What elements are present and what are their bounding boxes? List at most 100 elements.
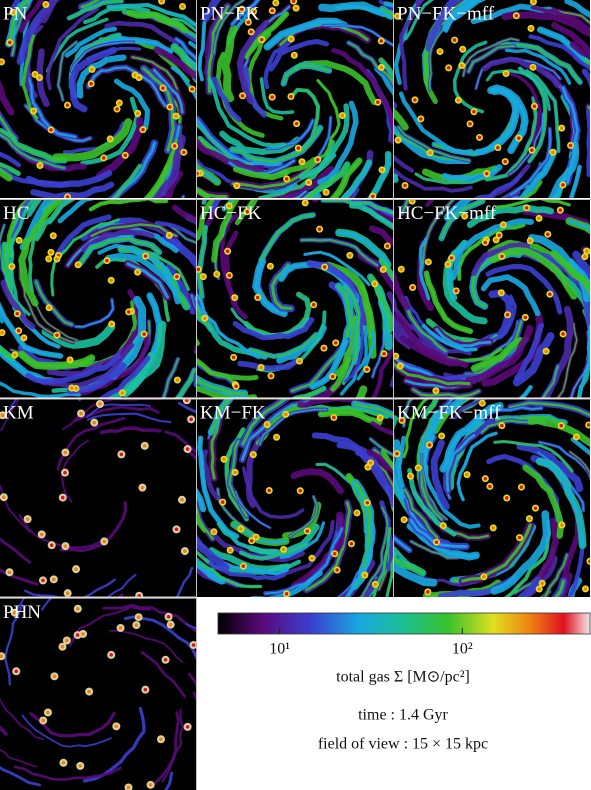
gas-core	[322, 24, 393, 46]
gas-clump-core	[523, 315, 528, 320]
gas-clump-core	[322, 346, 326, 350]
gas-core	[509, 128, 552, 196]
gas-clump-core	[561, 332, 565, 336]
gas-clump-core	[482, 574, 486, 579]
gas-clump-core	[544, 349, 548, 354]
gas-core	[113, 165, 141, 198]
gas-core	[394, 555, 425, 575]
gas-clump-core	[251, 9, 256, 14]
gas-filament	[237, 359, 298, 372]
gas-filament	[52, 118, 133, 162]
gas-core	[421, 199, 455, 270]
gas-filament	[211, 199, 240, 263]
gas-core	[260, 213, 315, 262]
gas-filament	[140, 651, 187, 698]
gas-filament	[232, 317, 315, 341]
panel-bg	[394, 0, 590, 198]
gas-core	[497, 42, 582, 84]
gas-filament	[489, 247, 578, 300]
gas-filament	[83, 4, 151, 25]
gas-clump-core	[89, 81, 93, 86]
gas-filament	[21, 34, 39, 120]
gas-clump-core	[202, 316, 207, 321]
gas-clump-core	[109, 653, 114, 657]
gas-filament	[0, 151, 22, 168]
gas-clump-core	[81, 632, 85, 636]
gas-core	[311, 340, 347, 388]
gas-clump-core	[585, 249, 589, 253]
gas-clump-core	[76, 262, 80, 267]
gas-filament	[207, 77, 286, 148]
gas-filament	[418, 237, 431, 301]
gas-clump-core	[12, 610, 17, 615]
gas-clump-core	[283, 412, 288, 417]
gas-clump-core	[408, 474, 413, 478]
gas-core	[198, 11, 210, 81]
gas-filament	[278, 520, 335, 578]
gas-clump-core	[39, 532, 44, 537]
gas-core	[369, 438, 393, 456]
gas-clump-core	[460, 63, 464, 68]
colorbar-tick-label: 10²	[452, 641, 473, 658]
gas-clump-core	[227, 273, 232, 278]
gas-clump-core	[137, 593, 141, 597]
gas-filament	[236, 19, 270, 105]
gas-filament	[394, 155, 415, 173]
gas-clump-core	[212, 529, 216, 534]
gas-clump-core	[49, 543, 54, 547]
gas-clump-core	[427, 443, 432, 447]
gas-clump-core	[335, 568, 339, 572]
gas-clump-core	[126, 310, 131, 314]
gas-core	[305, 501, 351, 592]
gas-filament	[102, 603, 196, 633]
gas-core	[441, 404, 502, 471]
gas-clump-core	[382, 351, 386, 356]
gas-core	[197, 377, 246, 396]
gas-core	[509, 401, 590, 417]
gas-core	[526, 70, 560, 152]
gas-clump-core	[588, 559, 590, 564]
gas-core	[241, 199, 254, 216]
gas-core	[321, 199, 393, 215]
gas-clump-core	[109, 322, 114, 326]
gas-clump-core	[529, 26, 533, 31]
gas-clump-core	[143, 687, 148, 692]
gas-clump-core	[37, 75, 42, 80]
gas-clump-core	[284, 592, 289, 596]
gas-filament	[263, 39, 293, 89]
gas-clump-core	[265, 422, 269, 427]
gas-core	[0, 130, 66, 162]
gas-clump-core	[410, 285, 415, 290]
gas-filament	[318, 1, 388, 18]
gas-filament	[0, 537, 32, 564]
gas-core	[403, 399, 428, 458]
gas-clump-core	[524, 206, 529, 210]
gas-clump-core	[454, 289, 458, 293]
panel-label: PN−FK−mff	[397, 3, 495, 24]
gas-clump-core	[2, 495, 6, 500]
gas-filament	[105, 252, 181, 305]
gas-core	[445, 434, 476, 493]
gas-clump-core	[98, 402, 102, 406]
gas-filament	[197, 385, 258, 398]
gas-clump-core	[505, 312, 510, 317]
gas-core	[402, 399, 413, 427]
gas-filament	[261, 165, 335, 198]
gas-clump-core	[228, 548, 233, 553]
gas-filament	[28, 199, 64, 242]
gas-filament	[585, 109, 590, 178]
gas-filament	[398, 91, 474, 155]
gas-filament	[443, 199, 478, 222]
gas-clump-core	[135, 111, 140, 116]
gas-filament	[530, 5, 590, 33]
gas-clump-core	[368, 461, 373, 465]
gas-core	[520, 386, 532, 398]
gas-core	[144, 251, 190, 291]
gas-core	[128, 11, 187, 32]
gas-clump-core	[140, 485, 145, 490]
fov-label: field of view : 15 × 15 kpc	[318, 736, 488, 753]
gas-clump-core	[365, 367, 369, 372]
gas-core	[538, 28, 590, 68]
gas-filament	[0, 568, 39, 586]
gas-clump-core	[298, 488, 303, 493]
